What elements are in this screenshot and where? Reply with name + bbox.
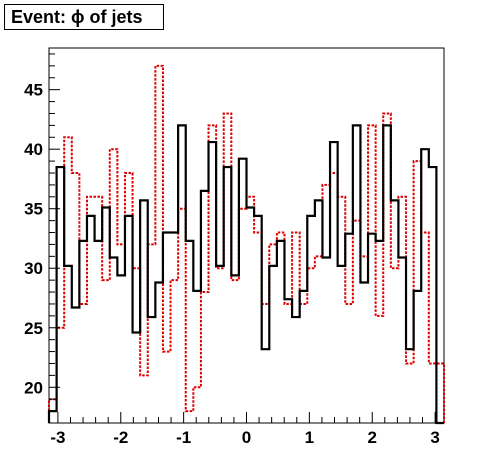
histogram-series-solid <box>47 124 444 425</box>
x-tick-label: 3 <box>430 428 439 447</box>
y-tick-label: 35 <box>24 200 43 219</box>
histogram-series-dotted <box>48 64 445 423</box>
x-tick-label: 2 <box>367 428 376 447</box>
y-tick-label: 45 <box>24 81 43 100</box>
y-tick-label: 40 <box>24 140 43 159</box>
x-tick-label: -2 <box>113 428 128 447</box>
chart-title: Event: ϕ of jets <box>4 4 164 30</box>
series-layer <box>47 64 445 425</box>
y-tick-label: 30 <box>24 259 43 278</box>
y-tick-label: 25 <box>24 319 43 338</box>
plot-frame <box>48 47 445 424</box>
x-tick-label: -1 <box>176 428 191 447</box>
y-tick-label: 20 <box>24 378 43 397</box>
x-tick-label: 0 <box>242 428 251 447</box>
y-axis: 20 25 30 35 40 45 <box>24 53 60 424</box>
x-tick-label: 1 <box>305 428 314 447</box>
x-axis: -3 -2 -1 0 1 2 3 <box>50 412 440 447</box>
x-tick-label: -3 <box>50 428 65 447</box>
